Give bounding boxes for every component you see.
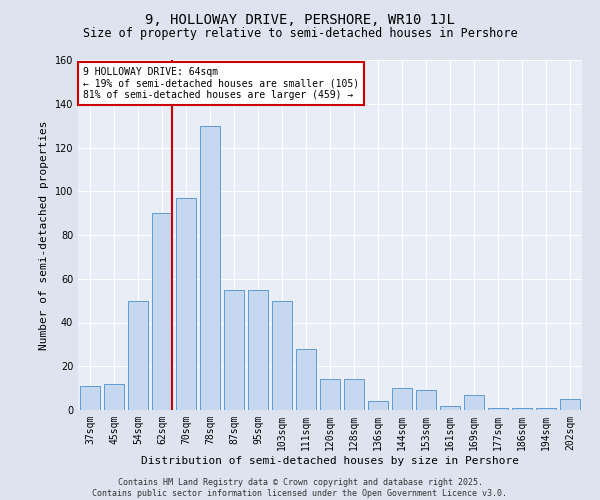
Bar (320, 380, 340, 410)
Bar (560, 399, 580, 410)
Bar (392, 388, 412, 410)
Bar (104, 384, 124, 410)
Bar (200, 126, 220, 410)
Text: 9, HOLLOWAY DRIVE, PERSHORE, WR10 1JL: 9, HOLLOWAY DRIVE, PERSHORE, WR10 1JL (145, 12, 455, 26)
X-axis label: Distribution of semi-detached houses by size in Pershore: Distribution of semi-detached houses by … (141, 456, 519, 466)
Bar (152, 213, 172, 410)
Bar (512, 408, 532, 410)
Text: Contains HM Land Registry data © Crown copyright and database right 2025.
Contai: Contains HM Land Registry data © Crown c… (92, 478, 508, 498)
Bar (128, 300, 148, 410)
Bar (80, 386, 100, 410)
Bar (296, 349, 316, 410)
Bar (536, 408, 556, 410)
Bar (176, 198, 196, 410)
Bar (344, 380, 364, 410)
Bar (488, 408, 508, 410)
Bar (464, 394, 484, 410)
Bar (368, 401, 388, 410)
Bar (224, 290, 244, 410)
Bar (248, 290, 268, 410)
Text: 9 HOLLOWAY DRIVE: 64sqm
← 19% of semi-detached houses are smaller (105)
81% of s: 9 HOLLOWAY DRIVE: 64sqm ← 19% of semi-de… (83, 67, 359, 100)
Y-axis label: Number of semi-detached properties: Number of semi-detached properties (39, 120, 49, 350)
Bar (272, 300, 292, 410)
Bar (416, 390, 436, 410)
Text: Size of property relative to semi-detached houses in Pershore: Size of property relative to semi-detach… (83, 28, 517, 40)
Bar (440, 406, 460, 410)
